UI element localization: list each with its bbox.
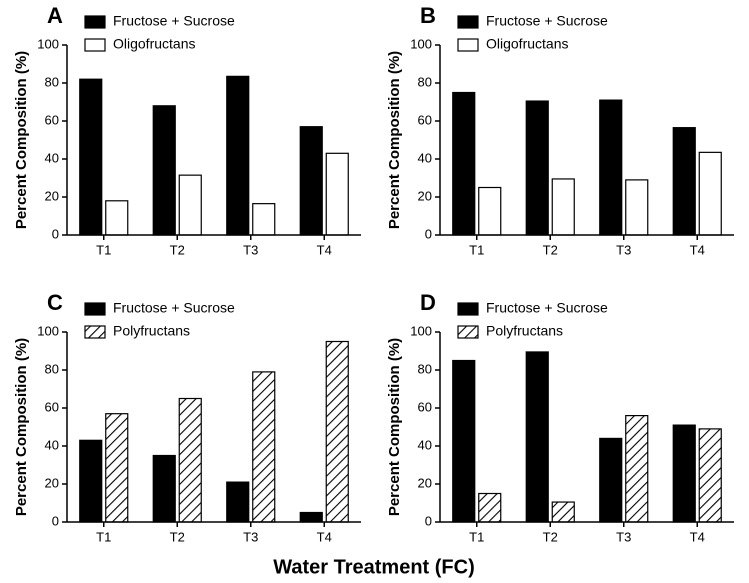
x-tick-label: T4 bbox=[690, 242, 705, 257]
y-tick-label: 100 bbox=[37, 36, 59, 51]
y-tick-label: 80 bbox=[418, 361, 432, 376]
x-tick-label: T1 bbox=[96, 242, 111, 257]
bar bbox=[152, 454, 176, 523]
y-tick-label: 20 bbox=[418, 475, 432, 490]
panel-label: C bbox=[47, 290, 63, 315]
legend-swatch bbox=[84, 15, 106, 29]
y-tick-label: 40 bbox=[45, 437, 59, 452]
y-tick-label: 0 bbox=[425, 226, 432, 241]
y-tick-label: 0 bbox=[425, 513, 432, 528]
legend-swatch bbox=[84, 325, 106, 339]
y-tick-label: 0 bbox=[52, 226, 59, 241]
x-tick-label: T4 bbox=[317, 242, 332, 257]
bar bbox=[252, 371, 276, 523]
panel-label: D bbox=[420, 290, 436, 315]
y-tick-label: 100 bbox=[410, 323, 432, 338]
bar bbox=[226, 75, 250, 236]
x-tick-label: T2 bbox=[170, 242, 185, 257]
x-tick-label: T3 bbox=[243, 242, 258, 257]
x-tick-label: T1 bbox=[469, 242, 484, 257]
bar bbox=[551, 501, 575, 523]
bar bbox=[325, 340, 349, 523]
x-tick-label: T4 bbox=[317, 529, 332, 544]
bar bbox=[525, 100, 549, 236]
bar bbox=[625, 415, 649, 523]
y-tick-label: 60 bbox=[45, 399, 59, 414]
bar bbox=[299, 511, 323, 523]
y-tick-label: 20 bbox=[418, 188, 432, 203]
x-tick-label: T2 bbox=[543, 242, 558, 257]
bar bbox=[478, 186, 502, 236]
bar bbox=[551, 178, 575, 236]
x-tick-label: T3 bbox=[243, 529, 258, 544]
y-axis-title: Percent Composition (%) bbox=[13, 51, 30, 229]
bar bbox=[105, 200, 129, 236]
x-axis-title: Water Treatment (FC) bbox=[273, 556, 475, 578]
legend-label: Fructose + Sucrose bbox=[113, 13, 235, 29]
x-tick-label: T2 bbox=[170, 529, 185, 544]
legend-label: Fructose + Sucrose bbox=[113, 300, 235, 316]
legend-swatch bbox=[457, 38, 479, 52]
y-axis-title: Percent Composition (%) bbox=[13, 338, 30, 516]
bar bbox=[226, 481, 250, 523]
bar bbox=[178, 397, 202, 523]
bar bbox=[599, 437, 623, 523]
y-tick-label: 60 bbox=[418, 399, 432, 414]
panel-label: B bbox=[420, 3, 436, 28]
y-tick-label: 20 bbox=[45, 188, 59, 203]
y-axis-title: Percent Composition (%) bbox=[386, 338, 403, 516]
y-tick-label: 100 bbox=[410, 36, 432, 51]
legend-swatch bbox=[84, 38, 106, 52]
legend-label: Oligofructans bbox=[486, 36, 568, 52]
x-tick-label: T3 bbox=[616, 529, 631, 544]
x-tick-label: T2 bbox=[543, 529, 558, 544]
bar bbox=[525, 351, 549, 523]
legend-label: Fructose + Sucrose bbox=[486, 13, 608, 29]
legend-swatch bbox=[457, 302, 479, 316]
legend-swatch bbox=[84, 302, 106, 316]
bar bbox=[252, 203, 276, 236]
bar bbox=[478, 492, 502, 523]
x-tick-label: T4 bbox=[690, 529, 705, 544]
y-axis-title: Percent Composition (%) bbox=[386, 51, 403, 229]
y-tick-label: 80 bbox=[45, 361, 59, 376]
y-tick-label: 40 bbox=[418, 437, 432, 452]
y-tick-label: 0 bbox=[52, 513, 59, 528]
legend-label: Oligofructans bbox=[113, 36, 195, 52]
legend-label: Fructose + Sucrose bbox=[486, 300, 608, 316]
y-tick-label: 60 bbox=[418, 112, 432, 127]
x-tick-label: T3 bbox=[616, 242, 631, 257]
legend-label: Polyfructans bbox=[486, 323, 563, 339]
panel-label: A bbox=[47, 3, 63, 28]
legend-label: Polyfructans bbox=[113, 323, 190, 339]
bar bbox=[672, 127, 696, 236]
y-tick-label: 20 bbox=[45, 475, 59, 490]
y-tick-label: 80 bbox=[45, 74, 59, 89]
legend-swatch bbox=[457, 15, 479, 29]
bar bbox=[672, 424, 696, 523]
bar bbox=[698, 151, 722, 236]
y-tick-label: 100 bbox=[37, 323, 59, 338]
bar bbox=[178, 174, 202, 236]
bar bbox=[325, 152, 349, 236]
y-tick-label: 80 bbox=[418, 74, 432, 89]
bar bbox=[452, 91, 476, 236]
y-tick-label: 60 bbox=[45, 112, 59, 127]
bar bbox=[152, 105, 176, 236]
bar bbox=[625, 179, 649, 236]
y-tick-label: 40 bbox=[45, 150, 59, 165]
legend-swatch bbox=[457, 325, 479, 339]
bar bbox=[452, 359, 476, 523]
bar bbox=[79, 439, 103, 523]
bar bbox=[299, 126, 323, 236]
x-tick-label: T1 bbox=[469, 529, 484, 544]
x-tick-label: T1 bbox=[96, 529, 111, 544]
y-tick-label: 40 bbox=[418, 150, 432, 165]
bar bbox=[698, 428, 722, 523]
bar bbox=[599, 99, 623, 236]
bar bbox=[105, 413, 129, 523]
bar bbox=[79, 78, 103, 236]
